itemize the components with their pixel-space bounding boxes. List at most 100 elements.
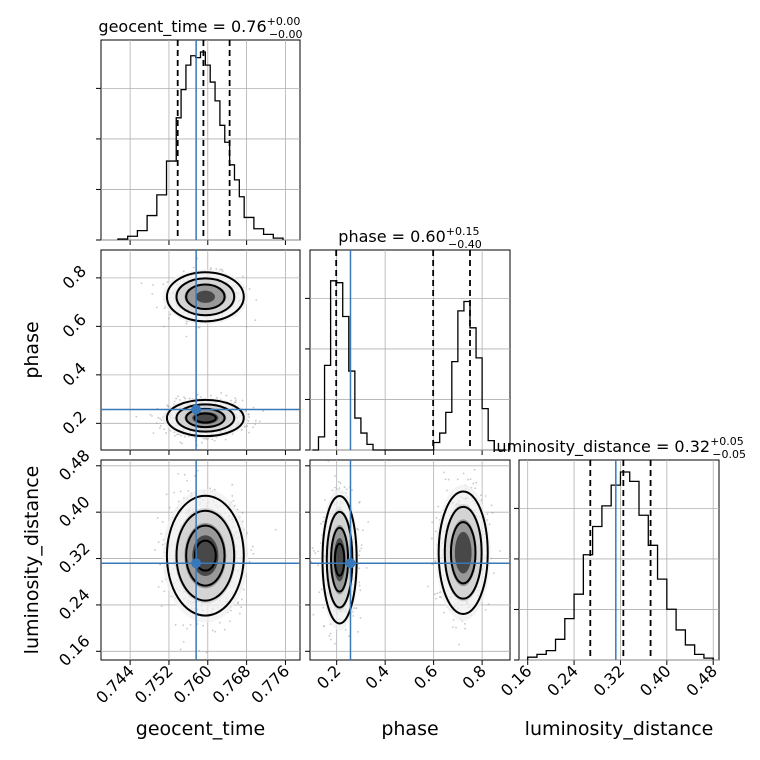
sample-point [357,528,360,531]
sample-point [337,480,340,483]
sample-point [182,270,185,273]
y-tick-label: 0.6 [59,310,90,341]
sample-point [358,549,361,552]
histogram-phase [312,280,507,451]
sample-point [157,541,160,544]
density-content [310,454,501,646]
sample-point [237,601,240,604]
title-sup: +0.05 [710,435,744,448]
sample-point [228,620,231,623]
panel-title: geocent_time = 0.76+0.00 −0.00 [98,15,302,41]
x-tick-label: 0.4 [362,661,393,692]
sample-point [174,623,177,626]
title-main: phase = 0.60 [338,227,445,246]
sample-point [463,622,466,625]
sample-point [241,399,244,402]
sample-point [234,401,237,404]
sample-point [154,549,157,551]
sample-point [155,306,158,309]
sample-point [357,630,360,633]
sample-point [499,549,501,552]
sample-point [169,429,172,432]
sample-point [361,529,364,532]
title-sub: −0.05 [712,448,746,461]
sample-point [160,419,163,421]
y-tick-label: 0.16 [55,631,94,670]
sample-point [472,482,475,485]
sample-point [157,416,160,419]
sample-point [152,284,154,286]
sample-point [258,420,261,423]
sample-point [434,560,437,562]
sample-point [338,487,341,490]
sample-point [339,482,342,485]
sample-point [447,454,449,456]
sample-point [250,549,253,552]
sample-point [177,472,180,475]
x-tick-label: 0.32 [590,661,629,700]
contour-line [449,521,477,585]
sample-point [434,530,437,533]
sample-point [344,628,347,631]
y-tick-label: 0.8 [59,261,90,292]
contour-line [165,271,245,323]
sample-point [241,512,244,514]
x-tick-label: 0.2 [313,661,344,692]
x-tick-label: 0.40 [636,661,675,700]
sample-point [192,266,195,269]
sample-point [440,596,442,599]
sample-point [198,326,201,329]
x-axis-label-geocent_time: geocent_time [136,718,265,740]
sample-point [359,589,362,592]
sample-point [163,307,166,310]
y-tick-label: 0.24 [55,585,94,624]
sample-point [173,435,176,437]
sample-point [200,396,202,399]
sample-point [274,528,277,531]
y-tick-label: 0.32 [55,539,94,578]
sample-point [491,512,494,514]
sample-point [159,417,161,420]
sample-point [430,537,433,540]
hist-panel-phase: phase = 0.60+0.15 −0.40 [305,225,511,455]
sample-point [204,437,207,440]
sample-point [462,472,465,475]
sample-point [246,532,249,534]
sample-point [438,591,441,594]
contour-line [333,542,346,577]
x-tick-label: 0.744 [92,661,138,707]
sample-point [165,493,168,496]
sample-point [230,399,233,402]
sample-point [348,635,350,638]
sample-point [163,590,166,593]
sample-point [167,317,170,320]
sample-point [160,532,163,535]
sample-point [248,288,251,290]
contour-line [193,539,217,572]
sample-point [233,504,236,507]
density-panel-geocent_time-phase: 0.2 0.4 0.6 0.8 [59,249,301,455]
contour-line [321,494,358,625]
panel-frame [100,39,301,241]
title-sup: +0.00 [267,15,301,28]
sample-point [194,452,196,454]
sample-point [140,282,143,285]
sample-point [475,481,478,484]
sample-point [443,471,445,474]
sample-point [325,458,327,460]
sample-point [484,608,487,611]
sample-point [333,486,336,489]
sample-point [189,623,192,626]
sample-point [477,457,479,459]
sample-point [220,268,223,271]
sample-point [474,487,477,490]
sample-point [492,572,495,575]
sample-point [213,439,216,442]
sample-point [159,425,162,427]
title-main: luminosity_distance = 0.32 [492,437,710,457]
sample-point [240,598,243,601]
x-tick-label: 0.16 [497,661,536,700]
histogram-geocent_time [117,51,284,240]
sample-point [184,435,186,438]
sample-point [177,500,180,503]
